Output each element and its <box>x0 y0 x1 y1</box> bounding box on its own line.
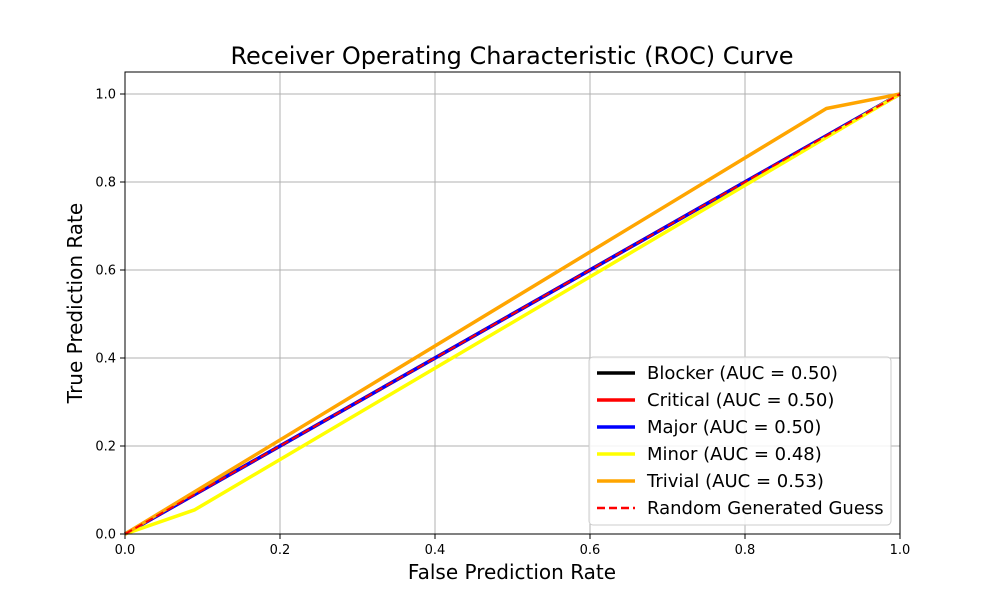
axis-ticks: 0.0 0.2 0.4 0.6 0.8 1.0 0.0 0.2 0.4 0.6 0.8 1.0 <box>95 88 910 559</box>
x-tick-label: 0.4 <box>425 543 446 558</box>
x-tick-label: 0.2 <box>270 543 291 558</box>
y-tick-label: 0.6 <box>95 264 116 279</box>
legend-label-random: Random Generated Guess <box>647 498 884 519</box>
legend-label-trivial: Trivial (AUC = 0.53) <box>646 471 824 492</box>
legend-label-blocker: Blocker (AUC = 0.50) <box>647 363 838 384</box>
y-tick-label: 0.0 <box>95 528 116 543</box>
y-tick-label: 0.8 <box>95 176 116 191</box>
x-axis-title: False Prediction Rate <box>408 560 616 584</box>
plot-frame <box>124 71 901 535</box>
y-tick-label: 1.0 <box>95 88 116 103</box>
series-line-minor <box>124 92 901 536</box>
x-tick-label: 1.0 <box>890 543 911 558</box>
series-lines <box>124 92 901 536</box>
x-tick-label: 0.6 <box>580 543 601 558</box>
legend-label-critical: Critical (AUC = 0.50) <box>647 390 834 411</box>
y-tick-label: 0.2 <box>95 440 116 455</box>
chart-title: Receiver Operating Characteristic (ROC) … <box>230 42 793 70</box>
x-tick-label: 0.0 <box>115 543 136 558</box>
y-axis-title: True Prediction Rate <box>63 203 87 404</box>
series-line-trivial <box>124 92 901 536</box>
y-tick-label: 0.4 <box>95 352 116 367</box>
legend-label-minor: Minor (AUC = 0.48) <box>647 444 822 465</box>
legend: Blocker (AUC = 0.50) Critical (AUC = 0.50… <box>588 356 892 526</box>
x-tick-label: 0.8 <box>735 543 756 558</box>
legend-box <box>588 356 892 526</box>
series-line-random <box>124 93 901 535</box>
legend-label-major: Major (AUC = 0.50) <box>647 417 821 438</box>
